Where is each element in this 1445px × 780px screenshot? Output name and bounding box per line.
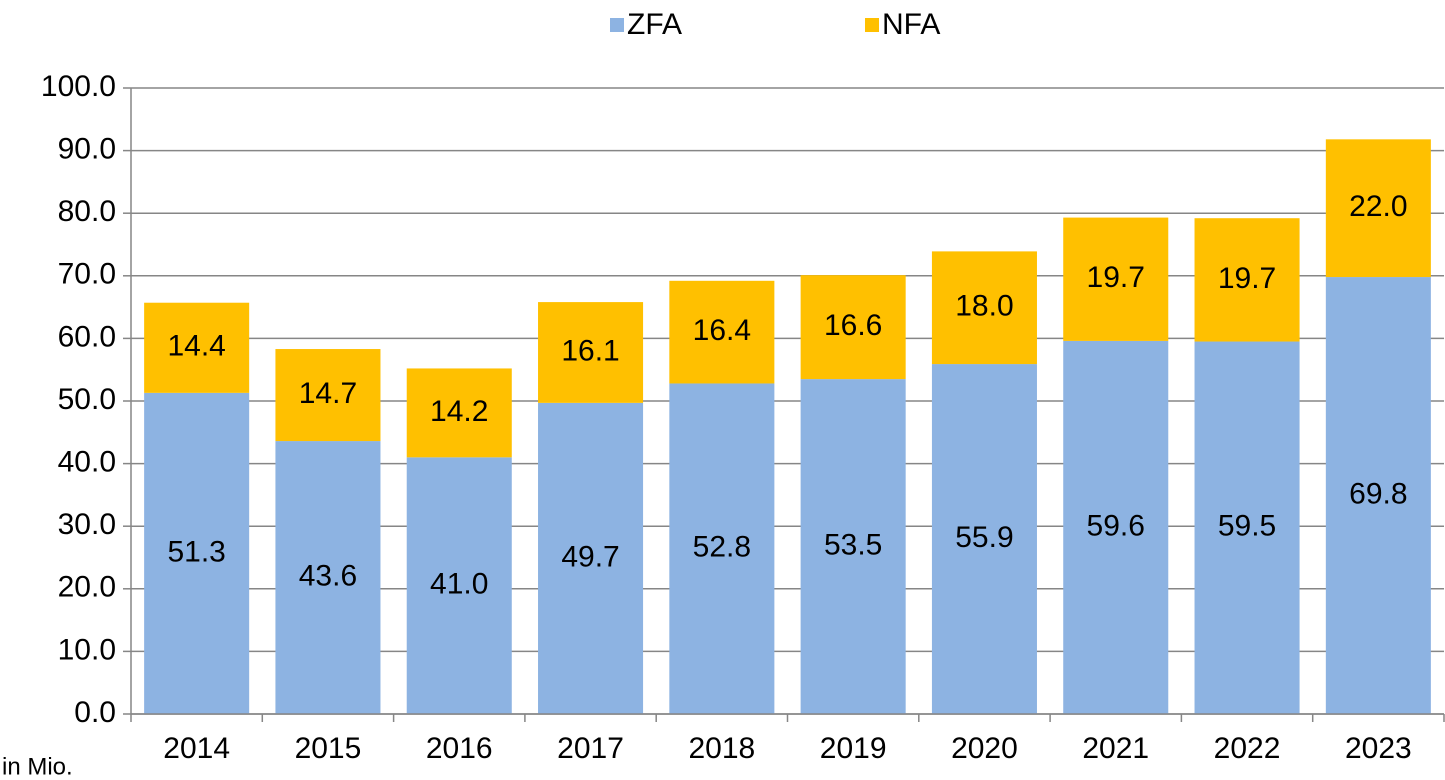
data-label: 41.0: [430, 568, 488, 601]
bar-segment: [538, 402, 644, 714]
bar-segment: [1063, 340, 1169, 714]
x-tick-label: 2021: [1082, 732, 1149, 765]
bar-segment: [1325, 277, 1431, 714]
y-tick-label: 40.0: [58, 446, 116, 479]
bar-segment: [538, 302, 644, 403]
bar-segment: [1194, 341, 1300, 714]
bar-segment: [800, 379, 906, 714]
data-label: 55.9: [955, 521, 1013, 554]
data-label: 14.4: [167, 330, 225, 363]
y-tick-label: 90.0: [58, 133, 116, 166]
bar-segment: [406, 368, 512, 458]
y-tick-label: 50.0: [58, 383, 116, 416]
data-label: 49.7: [561, 540, 619, 573]
x-tick-label: 2019: [820, 732, 887, 765]
x-tick-label: 2014: [163, 732, 230, 765]
data-label: 14.2: [430, 395, 488, 428]
x-tick-label: 2022: [1214, 732, 1281, 765]
x-tick-label: 2017: [557, 732, 624, 765]
x-tick-label: 2018: [688, 732, 755, 765]
y-tick-label: 30.0: [58, 508, 116, 541]
bar-segment: [275, 441, 381, 714]
x-tick-label: 2016: [426, 732, 493, 765]
bar-segment: [669, 280, 775, 384]
data-label: 52.8: [693, 531, 751, 564]
y-tick-label: 20.0: [58, 571, 116, 604]
data-label: 59.5: [1218, 510, 1276, 543]
y-tick-label: 60.0: [58, 320, 116, 353]
legend-label: NFA: [882, 8, 940, 41]
legend-label: ZFA: [627, 8, 682, 41]
bar-segment: [275, 349, 381, 442]
bar-segment: [1194, 218, 1300, 342]
data-label: 59.6: [1087, 509, 1145, 542]
data-label: 22.0: [1349, 190, 1407, 223]
bar-segment: [669, 383, 775, 714]
bar-segment: [144, 302, 250, 393]
bar-segment: [931, 364, 1037, 714]
bar-segment: [931, 251, 1037, 365]
data-label: 16.6: [824, 309, 882, 342]
data-label: 53.5: [824, 528, 882, 561]
x-tick-label: 2015: [295, 732, 362, 765]
y-axis-unit: in Mio.: [2, 753, 73, 780]
bar-segment: [406, 457, 512, 714]
data-label: 43.6: [299, 559, 357, 592]
y-tick-label: 100.0: [41, 70, 116, 103]
y-tick-label: 10.0: [58, 633, 116, 666]
legend-swatch: [865, 18, 879, 32]
bar-segment: [800, 275, 906, 380]
data-label: 18.0: [955, 290, 1013, 323]
x-tick-label: 2023: [1345, 732, 1412, 765]
y-tick-label: 80.0: [58, 195, 116, 228]
y-tick-label: 70.0: [58, 258, 116, 291]
bar-segment: [144, 392, 250, 714]
data-label: 14.7: [299, 377, 357, 410]
data-label: 51.3: [167, 535, 225, 568]
data-label: 19.7: [1087, 261, 1145, 294]
bar-segment: [1325, 139, 1431, 278]
data-label: 16.1: [561, 334, 619, 367]
bar-segment: [1063, 217, 1169, 341]
y-tick-label: 0.0: [74, 696, 116, 729]
x-tick-label: 2020: [951, 732, 1018, 765]
data-label: 69.8: [1349, 477, 1407, 510]
data-label: 16.4: [693, 314, 751, 347]
data-label: 19.7: [1218, 262, 1276, 295]
legend-swatch: [610, 18, 624, 32]
